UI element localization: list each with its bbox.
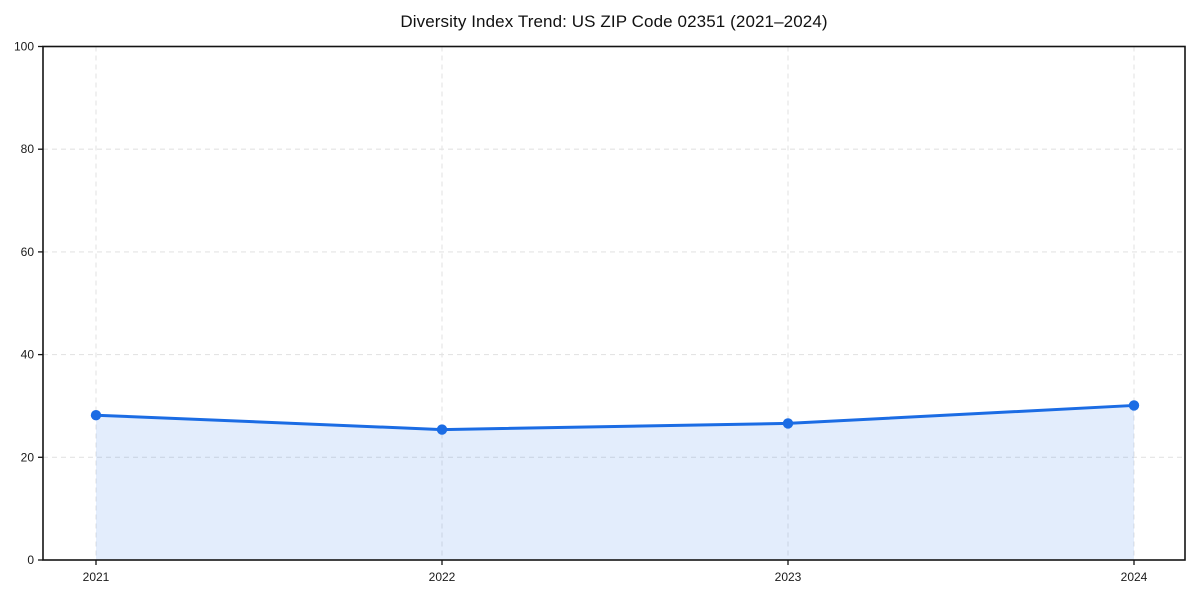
y-tick-label: 100: [14, 40, 34, 54]
y-tick-label: 60: [21, 245, 35, 259]
x-tick-label: 2022: [429, 570, 456, 584]
plot-border: [42, 45, 1186, 561]
chart-title: Diversity Index Trend: US ZIP Code 02351…: [400, 12, 828, 31]
trend-line: [94, 403, 1136, 432]
x-tick-label: 2021: [83, 570, 110, 584]
y-tick-label: 20: [21, 450, 35, 464]
y-tick-label: 80: [21, 142, 35, 156]
y-tick-label: 0: [27, 553, 34, 567]
area-fill: [96, 405, 1134, 560]
data-point-marker: [1128, 400, 1140, 411]
x-tick-label: 2023: [775, 570, 802, 584]
data-point-marker: [436, 424, 448, 435]
data-point-marker: [90, 409, 102, 421]
data-point-marker: [782, 418, 794, 429]
x-tick-label: 2024: [1121, 570, 1148, 584]
y-tick-label: 40: [21, 348, 35, 362]
